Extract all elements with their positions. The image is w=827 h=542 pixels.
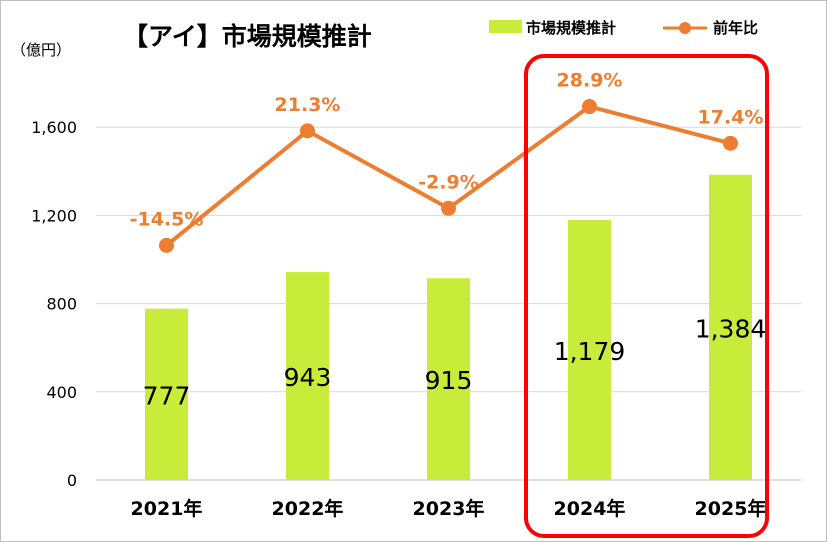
data-labels: 777 943 915 1,179 1,384 -14.5% 21.3% -2.9% 28.9%… <box>130 70 767 411</box>
bar <box>145 308 188 480</box>
x-tick-label: 2025年 <box>695 497 767 520</box>
bar <box>286 272 329 480</box>
bar-value-label: 1,384 <box>695 314 767 343</box>
bar <box>709 174 752 480</box>
legend: 市場規模推計 前年比 <box>489 19 758 37</box>
bar-value-label: 777 <box>143 381 191 410</box>
bar-value-label: 943 <box>284 363 332 392</box>
legend-bar-swatch <box>489 20 522 33</box>
growth-label: -2.9% <box>418 171 479 193</box>
growth-label: 21.3% <box>275 94 341 116</box>
bar <box>568 220 611 480</box>
y-tick-label: 1,600 <box>31 118 77 137</box>
bar-value-label: 1,179 <box>554 337 626 366</box>
bar <box>427 278 470 480</box>
growth-point <box>300 123 315 139</box>
y-tick-label: 800 <box>46 295 77 314</box>
growth-point <box>441 200 456 216</box>
chart-title: 【アイ】市場規模推計 <box>123 22 372 51</box>
legend-bar-label: 市場規模推計 <box>526 19 616 37</box>
line-series <box>159 99 738 253</box>
growth-label: -14.5% <box>130 208 204 230</box>
axes: 0 400 800 1,200 1,600 2021年 2022年 2023年 2024年 202… <box>31 118 801 520</box>
legend-line-marker <box>679 22 691 34</box>
x-tick-label: 2023年 <box>413 497 485 520</box>
unit-label: （億円） <box>11 41 71 59</box>
bar-value-label: 915 <box>425 366 473 395</box>
highlight-rect <box>524 54 769 538</box>
y-tick-label: 0 <box>67 471 77 490</box>
bar-series <box>145 174 752 480</box>
x-tick-label: 2021年 <box>131 497 203 520</box>
legend-line-label: 前年比 <box>713 19 758 37</box>
y-tick-label: 400 <box>46 383 77 402</box>
growth-point <box>159 237 174 253</box>
growth-label: 17.4% <box>698 106 764 128</box>
y-tick-label: 1,200 <box>31 206 77 225</box>
highlight-box <box>524 54 769 538</box>
growth-point <box>723 135 738 151</box>
growth-point <box>582 99 597 115</box>
x-tick-label: 2022年 <box>272 497 344 520</box>
x-tick-label: 2024年 <box>554 497 626 520</box>
growth-label: 28.9% <box>557 70 623 92</box>
